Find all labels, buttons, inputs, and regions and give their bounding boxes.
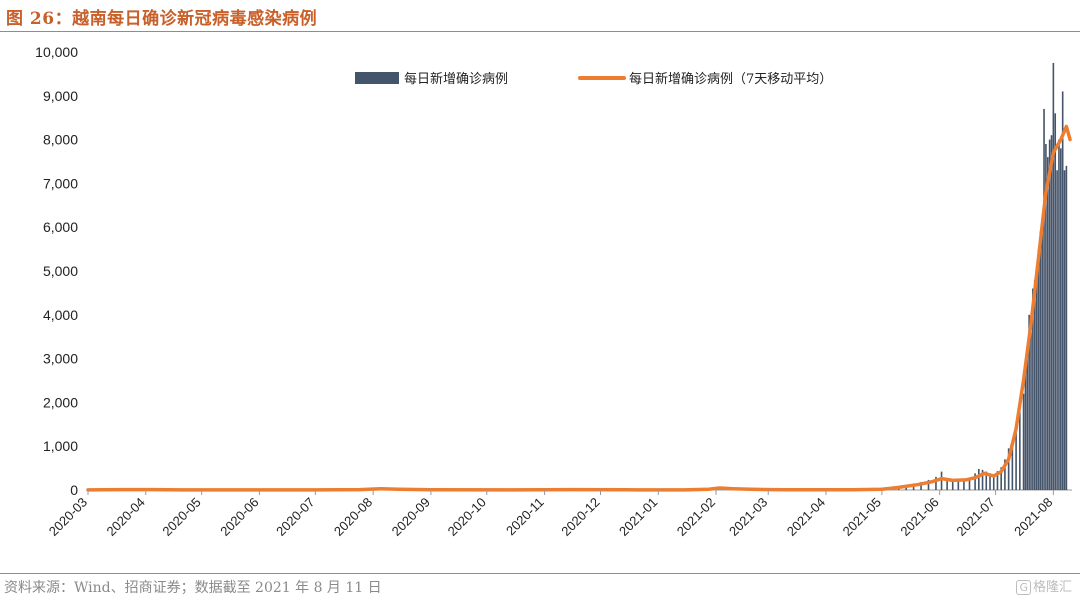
bar: [1060, 148, 1062, 491]
y-tick-label: 7,000: [43, 175, 78, 191]
footer-divider: [0, 573, 1080, 574]
bar: [1041, 218, 1043, 490]
y-tick-label: 10,000: [35, 44, 78, 60]
x-tick-label: 2021-02: [674, 495, 718, 539]
y-tick-label: 6,000: [43, 219, 78, 235]
y-tick-label: 0: [70, 482, 78, 498]
x-tick-label: 2020-10: [445, 495, 489, 539]
y-axis-ticks: 0 1,000 2,000 3,000 4,000 5,000 6,000 7,000 8,00…: [35, 44, 1072, 498]
bar: [1039, 231, 1042, 490]
x-tick-label: 2020-12: [558, 495, 602, 539]
bar: [981, 469, 984, 490]
x-tick-label: 2021-03: [726, 495, 770, 539]
legend: 每日新增确诊病例 每日新增确诊病例（7天移动平均）: [355, 71, 832, 87]
x-tick-label: 2020-06: [217, 495, 261, 539]
x-tick-label: 2021-01: [616, 495, 660, 539]
y-tick-label: 5,000: [43, 263, 78, 279]
bar: [1037, 249, 1040, 490]
bar: [992, 475, 995, 490]
bar: [1052, 62, 1055, 490]
x-tick-label: 2020-09: [389, 495, 433, 539]
bar: [1063, 170, 1066, 490]
moving-average-line: [86, 124, 1072, 492]
bar: [935, 476, 937, 490]
bar: [1032, 288, 1034, 490]
bar: [1043, 108, 1045, 490]
bar: [1046, 157, 1049, 490]
bar: [1058, 139, 1060, 490]
figure-title: 图 26：越南每日确诊新冠病毒感染病例: [6, 9, 318, 29]
bar: [946, 479, 948, 490]
bar: [974, 473, 976, 490]
bar: [996, 471, 999, 490]
x-tick-label: 2021-07: [953, 495, 997, 539]
bar: [957, 478, 960, 490]
bar: [1026, 349, 1029, 490]
bar: [1019, 411, 1021, 490]
x-tick-label: 2021-08: [1011, 495, 1055, 539]
bar: [1000, 467, 1002, 490]
bar: [1007, 448, 1010, 490]
bar: [940, 471, 943, 490]
bar: [978, 468, 980, 490]
source-note: 资料来源：Wind、招商证券；数据截至 2021 年 8 月 11 日: [4, 580, 382, 596]
watermark-logo-icon: G: [1016, 580, 1031, 595]
x-tick-label: 2021-06: [897, 495, 941, 539]
y-tick-label: 4,000: [43, 307, 78, 323]
x-tick-label: 2020-05: [159, 495, 203, 539]
bar: [1061, 91, 1064, 491]
x-tick-label: 2020-08: [331, 495, 375, 539]
bar: [1030, 332, 1032, 490]
bar-series: [897, 62, 1068, 491]
x-tick-label: 2021-04: [784, 495, 828, 539]
bar: [927, 479, 930, 490]
bar: [968, 477, 971, 490]
title-divider: [0, 31, 1080, 32]
x-axis-ticks: 2020-03 2020-04 2020-05 2020-06 2020-07 2020-…: [46, 490, 1055, 539]
y-tick-label: 2,000: [43, 394, 78, 410]
y-tick-label: 9,000: [43, 88, 78, 104]
bar: [963, 479, 965, 490]
bar: [989, 473, 991, 490]
bar: [985, 471, 988, 490]
y-tick-label: 3,000: [43, 351, 78, 367]
watermark: G 格隆汇: [1016, 576, 1072, 595]
legend-bar-label: 每日新增确诊病例: [404, 71, 508, 87]
bar: [1033, 279, 1036, 490]
bar: [1065, 165, 1068, 490]
y-tick-label: 8,000: [43, 132, 78, 148]
bar: [1035, 266, 1038, 490]
bar: [1024, 367, 1027, 490]
legend-bar-swatch: [355, 72, 399, 84]
x-tick-label: 2020-03: [46, 495, 90, 539]
bar: [1015, 428, 1017, 490]
bar: [1050, 135, 1053, 490]
x-tick-label: 2020-04: [104, 495, 148, 539]
y-tick-label: 1,000: [43, 438, 78, 454]
chart: 0 1,000 2,000 3,000 4,000 5,000 6,000 7,000 8,00…: [35, 44, 1072, 539]
bar: [1048, 139, 1051, 490]
x-tick-label: 2020-07: [273, 495, 317, 539]
bar: [951, 481, 954, 490]
bar: [920, 482, 922, 490]
bar: [1004, 459, 1006, 490]
bar: [1054, 113, 1057, 490]
x-tick-label: 2021-05: [840, 495, 884, 539]
legend-line-label: 每日新增确诊病例（7天移动平均）: [629, 71, 832, 87]
bar: [1028, 314, 1030, 490]
bar: [1011, 441, 1014, 490]
watermark-text: 格隆汇: [1032, 580, 1072, 595]
bar: [1045, 143, 1047, 490]
x-tick-label: 2020-11: [503, 495, 547, 539]
bar: [1022, 393, 1025, 490]
bar: [1056, 170, 1058, 490]
